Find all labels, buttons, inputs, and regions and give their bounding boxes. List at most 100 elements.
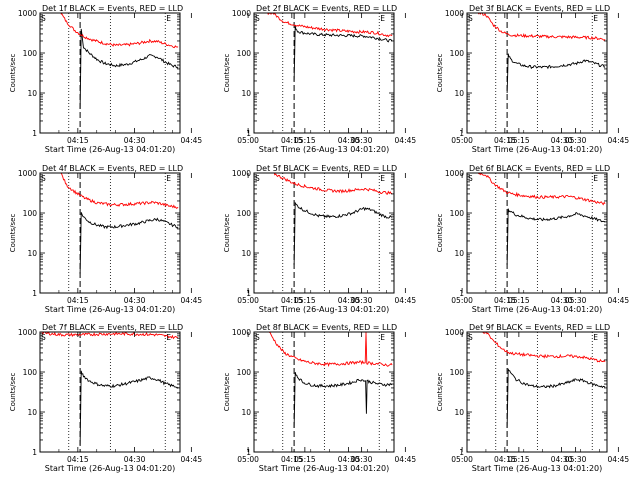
x-tick-label: 04:30 — [551, 455, 573, 464]
x-tick-label: 04:30 — [551, 136, 573, 145]
y-tick-label: 10 — [454, 249, 464, 258]
y-tick-label: 100 — [450, 49, 465, 58]
y-tick-label: 1 — [459, 289, 464, 298]
y-axis-label: Counts/sec — [223, 54, 231, 93]
events-series-line — [79, 28, 179, 109]
x-axis-label: Start Time (26-Aug-13 04:01:20) — [45, 464, 176, 473]
events-series-line — [293, 25, 393, 82]
x-tick-label: 05:00 — [237, 136, 259, 145]
x-tick-label: 05:15 — [294, 455, 316, 464]
y-axis-label: Counts/sec — [436, 214, 444, 253]
x-tick-label: 05:15 — [294, 296, 316, 305]
plot-frame — [466, 331, 608, 453]
x-tick-label: 04:15 — [494, 455, 516, 464]
y-tick-label: 1000 — [445, 9, 464, 18]
plot-frame — [253, 12, 395, 134]
x-tick-label: 04:15 — [67, 455, 89, 464]
y-axis-label: Counts/sec — [9, 373, 17, 412]
start-marker-label: S — [468, 333, 473, 342]
end-marker-label: E — [380, 333, 385, 342]
events-series-line — [293, 371, 393, 428]
y-tick-label: 1000 — [18, 169, 37, 178]
x-axis-label: Start Time (26-Aug-13 04:01:20) — [259, 305, 390, 314]
end-marker-label: E — [166, 14, 171, 23]
start-marker-label: S — [468, 14, 473, 23]
y-tick-label: 100 — [23, 209, 38, 218]
x-tick-label: 04:15 — [281, 455, 303, 464]
y-axis-label: Counts/sec — [436, 54, 444, 93]
y-tick-label: 1 — [246, 289, 251, 298]
lld-series-line — [265, 13, 393, 38]
end-marker-label: E — [380, 174, 385, 183]
panel-title: Det 9f BLACK = Events, RED = LLD — [469, 323, 610, 332]
x-tick-label: 04:45 — [395, 455, 417, 464]
x-tick-label: 05:30 — [565, 455, 587, 464]
events-series-line — [506, 53, 606, 94]
x-tick-label: 04:15 — [281, 296, 303, 305]
start-marker-label: S — [41, 14, 46, 23]
plot-frame — [253, 172, 395, 294]
x-tick-label: 04:30 — [124, 455, 146, 464]
start-marker-label: S — [255, 14, 260, 23]
y-tick-label: 1000 — [445, 328, 464, 337]
end-marker-label: E — [593, 14, 598, 23]
lld-series-line — [265, 173, 393, 195]
x-axis-label: Start Time (26-Aug-13 04:01:20) — [472, 464, 603, 473]
y-tick-label: 10 — [27, 249, 37, 258]
x-axis-label: Start Time (26-Aug-13 04:01:20) — [45, 305, 176, 314]
start-marker-label: S — [255, 174, 260, 183]
x-tick-label: 05:00 — [237, 455, 259, 464]
y-tick-label: 10 — [241, 89, 251, 98]
y-tick-label: 100 — [23, 49, 38, 58]
x-tick-label: 04:30 — [551, 296, 573, 305]
x-axis-label: Start Time (26-Aug-13 04:01:20) — [472, 145, 603, 154]
y-tick-label: 1000 — [232, 169, 251, 178]
x-axis-label: Start Time (26-Aug-13 04:01:20) — [259, 145, 390, 154]
y-tick-label: 1 — [32, 448, 37, 457]
lld-series-line — [60, 13, 179, 49]
y-tick-label: 1 — [459, 129, 464, 138]
y-tick-label: 1000 — [232, 328, 251, 337]
lld-series-line — [268, 332, 393, 367]
x-tick-label: 05:15 — [508, 455, 530, 464]
x-tick-label: 04:45 — [181, 455, 203, 464]
y-tick-label: 1000 — [445, 169, 464, 178]
panel-title: Det 3f BLACK = Events, RED = LLD — [469, 4, 610, 13]
y-tick-label: 1 — [32, 129, 37, 138]
lld-series-line — [477, 13, 606, 42]
plot-frame — [466, 172, 608, 294]
x-axis-label: Start Time (26-Aug-13 04:01:20) — [472, 305, 603, 314]
x-tick-label: 05:30 — [565, 136, 587, 145]
x-tick-label: 05:15 — [294, 136, 316, 145]
lld-series-line — [41, 332, 179, 340]
y-tick-label: 10 — [241, 249, 251, 258]
lld-series-line — [60, 173, 179, 209]
start-marker-label: S — [468, 174, 473, 183]
x-tick-label: 04:30 — [124, 136, 146, 145]
y-tick-label: 1 — [246, 129, 251, 138]
y-tick-label: 100 — [237, 368, 252, 377]
y-axis-label: Counts/sec — [9, 54, 17, 93]
x-tick-label: 04:45 — [395, 136, 417, 145]
x-tick-label: 04:45 — [395, 296, 417, 305]
x-tick-label: 05:00 — [451, 296, 473, 305]
y-axis-label: Counts/sec — [436, 373, 444, 412]
lld-series-line — [478, 332, 606, 363]
plot-frame — [39, 172, 181, 294]
x-tick-label: 05:00 — [451, 455, 473, 464]
events-series-line — [79, 212, 179, 274]
x-tick-label: 05:30 — [565, 296, 587, 305]
x-tick-label: 05:00 — [451, 136, 473, 145]
end-marker-label: E — [593, 333, 598, 342]
lld-series-line — [478, 173, 606, 206]
x-tick-label: 04:15 — [494, 136, 516, 145]
y-tick-label: 1 — [459, 448, 464, 457]
end-marker-label: E — [166, 174, 171, 183]
y-tick-label: 1000 — [232, 9, 251, 18]
x-axis-label: Start Time (26-Aug-13 04:01:20) — [45, 145, 176, 154]
x-tick-label: 04:45 — [181, 136, 203, 145]
